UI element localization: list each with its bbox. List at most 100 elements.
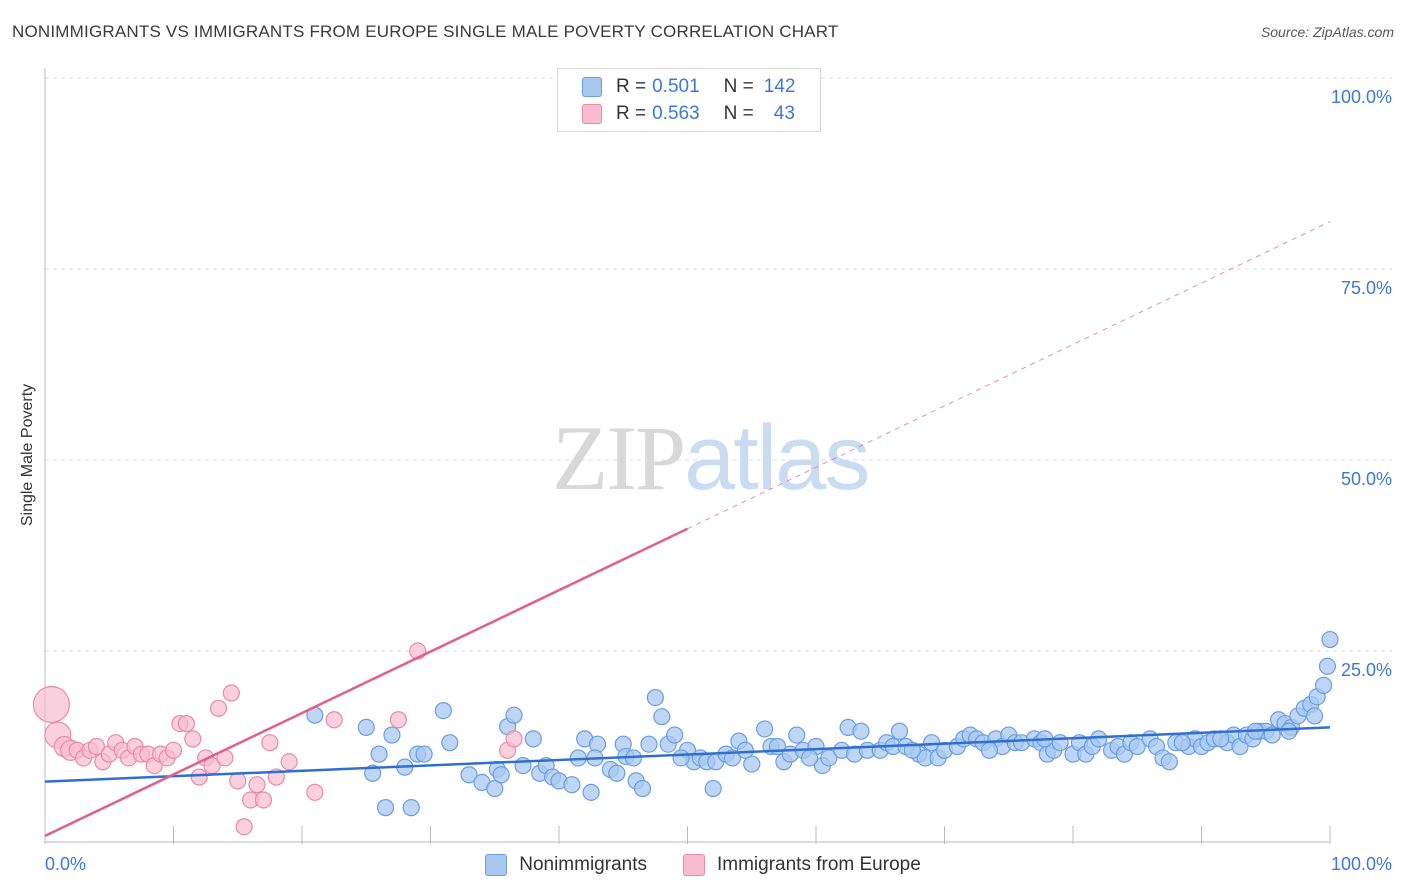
data-point-nonimmigrants xyxy=(1160,753,1178,771)
y-tick-label: 100.0% xyxy=(1331,87,1392,107)
chart-title: NONIMMIGRANTS VS IMMIGRANTS FROM EUROPE … xyxy=(12,22,839,41)
data-point-nonimmigrants xyxy=(441,734,459,752)
legend-row-immigrants-europe: R = 0.563 N = 43 xyxy=(582,101,795,127)
data-point-nonimmigrants xyxy=(486,779,504,798)
data-point-nonimmigrants xyxy=(653,708,671,726)
data-point-immigrants-europe xyxy=(325,711,343,729)
legend-row-nonimmigrants: R = 0.501 N = 142 xyxy=(582,74,795,100)
data-point-nonimmigrants xyxy=(376,799,395,817)
x-tick-label-max: 100.0% xyxy=(1331,854,1392,874)
data-point-immigrants-europe xyxy=(32,685,71,724)
legend-label: Immigrants from Europe xyxy=(716,854,921,875)
data-point-nonimmigrants xyxy=(820,749,838,767)
watermark-zip: ZIP xyxy=(552,407,686,509)
y-tick-label: 50.0% xyxy=(1341,469,1392,489)
series-immigrants-europe-points xyxy=(32,642,523,836)
legend-label: Nonimmigrants xyxy=(519,854,647,875)
data-point-immigrants-europe xyxy=(505,730,523,748)
y-tick-label: 25.0% xyxy=(1341,660,1392,680)
legend-swatch-blue xyxy=(485,854,508,876)
data-point-nonimmigrants xyxy=(383,726,401,744)
n-value: 142 xyxy=(763,76,796,97)
data-point-immigrants-europe xyxy=(280,753,298,771)
source-credit: Source: ZipAtlas.com xyxy=(1260,24,1394,40)
legend-item-nonimmigrants[interactable]: Nonimmigrants xyxy=(485,854,647,876)
grid-lines xyxy=(45,77,1392,652)
data-point-nonimmigrants xyxy=(524,730,542,748)
data-point-nonimmigrants xyxy=(415,745,433,763)
r-label: R = xyxy=(616,76,647,97)
data-point-nonimmigrants xyxy=(704,779,722,798)
data-point-immigrants-europe xyxy=(177,714,195,733)
trend-lines xyxy=(44,221,1331,838)
correlation-legend: R = 0.501 N = 142 R = 0.563 N = 43 xyxy=(557,68,821,132)
data-point-immigrants-europe xyxy=(87,737,106,756)
data-point-nonimmigrants xyxy=(563,776,581,794)
axes xyxy=(44,68,1331,844)
r-value: 0.563 xyxy=(652,103,700,124)
data-point-nonimmigrants xyxy=(1321,630,1339,649)
watermark-atlas: atlas xyxy=(684,407,870,509)
n-label: N = xyxy=(723,76,754,97)
data-point-nonimmigrants xyxy=(666,726,684,744)
n-value: 43 xyxy=(773,103,795,124)
tick-labels: 25.0% 50.0% 75.0% 100.0% 0.0% 100.0% xyxy=(45,87,1392,874)
data-point-immigrants-europe xyxy=(209,699,228,717)
data-point-nonimmigrants xyxy=(370,745,388,763)
legend-swatch-pink xyxy=(582,104,602,124)
x-tick-label-min: 0.0% xyxy=(45,854,86,874)
data-point-nonimmigrants xyxy=(492,766,510,784)
data-point-nonimmigrants xyxy=(736,741,754,759)
data-point-immigrants-europe xyxy=(235,818,253,836)
trendline-immigrants-europe-solid xyxy=(44,527,689,838)
trendline-nonimmigrants xyxy=(44,726,1331,783)
data-point-nonimmigrants xyxy=(1314,676,1333,694)
data-point-nonimmigrants xyxy=(672,749,690,767)
data-point-nonimmigrants xyxy=(582,783,600,801)
data-point-nonimmigrants xyxy=(364,764,382,782)
data-point-nonimmigrants xyxy=(1280,722,1298,740)
data-point-immigrants-europe xyxy=(248,776,266,794)
data-point-nonimmigrants xyxy=(800,749,819,767)
data-point-nonimmigrants xyxy=(608,764,626,782)
zipatlas-watermark: ZIPatlas xyxy=(552,405,870,511)
data-point-nonimmigrants xyxy=(640,735,658,753)
data-point-immigrants-europe xyxy=(306,783,324,801)
data-point-immigrants-europe xyxy=(184,730,202,748)
y-tick-label: 75.0% xyxy=(1341,278,1392,298)
data-point-immigrants-europe xyxy=(261,734,279,752)
legend-swatch-pink xyxy=(682,854,705,876)
legend-item-immigrants-europe[interactable]: Immigrants from Europe xyxy=(682,854,921,876)
data-point-nonimmigrants xyxy=(434,701,452,720)
data-point-nonimmigrants xyxy=(1318,657,1337,675)
data-point-nonimmigrants xyxy=(1305,707,1324,725)
data-point-nonimmigrants xyxy=(1051,734,1069,752)
r-label: R = xyxy=(616,103,647,124)
data-point-nonimmigrants xyxy=(1173,734,1191,752)
data-point-nonimmigrants xyxy=(505,706,523,724)
data-point-immigrants-europe xyxy=(229,772,247,790)
data-point-nonimmigrants xyxy=(755,720,774,738)
series-nonimmigrants-points xyxy=(306,630,1339,817)
data-point-nonimmigrants xyxy=(890,722,909,740)
data-point-nonimmigrants xyxy=(633,779,652,798)
data-point-nonimmigrants xyxy=(402,799,420,817)
data-point-nonimmigrants xyxy=(743,755,761,773)
data-point-nonimmigrants xyxy=(646,689,664,707)
data-point-nonimmigrants xyxy=(460,766,478,784)
r-value: 0.501 xyxy=(652,76,700,97)
n-label: N = xyxy=(723,103,754,124)
data-point-nonimmigrants xyxy=(852,722,870,740)
data-point-immigrants-europe xyxy=(164,741,183,759)
data-point-nonimmigrants xyxy=(1128,737,1146,756)
data-point-nonimmigrants xyxy=(357,718,375,737)
data-point-nonimmigrants xyxy=(1090,730,1108,748)
data-point-immigrants-europe xyxy=(254,791,273,809)
trendline-immigrants-europe-dashed xyxy=(687,221,1331,530)
legend-swatch-blue xyxy=(582,77,602,97)
data-point-nonimmigrants xyxy=(788,726,806,744)
data-point-immigrants-europe xyxy=(389,711,407,729)
series-legend: Nonimmigrants Immigrants from Europe xyxy=(0,852,1406,878)
data-point-nonimmigrants xyxy=(980,741,999,759)
